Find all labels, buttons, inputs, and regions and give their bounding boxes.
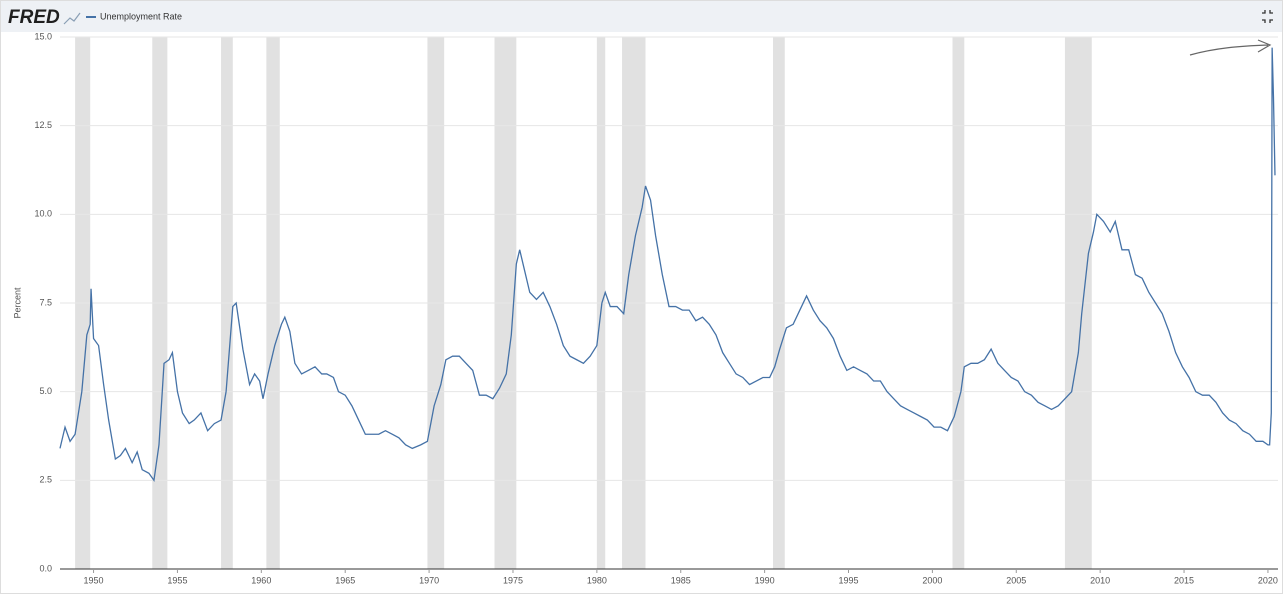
y-tick-label: 7.5 [39,297,52,307]
x-tick-label: 1965 [335,575,355,585]
logo-icon [63,12,81,25]
y-tick-label: 10.0 [34,209,52,219]
x-tick-label: 1950 [84,575,104,585]
x-tick-label: 1980 [587,575,607,585]
fullscreen-icon[interactable] [1262,10,1273,23]
y-tick-label: 5.0 [39,386,52,396]
x-tick-label: 2020 [1258,575,1278,585]
y-tick-label: 0.0 [39,563,52,573]
y-tick-label: 2.5 [39,475,52,485]
fullscreen-glyph[interactable] [1262,10,1273,23]
x-tick-label: 1970 [419,575,439,585]
x-tick-label: 2010 [1090,575,1110,585]
x-tick-label: 1960 [251,575,271,585]
y-axis-label: Percent [12,287,22,319]
plot-area: 0.0 2.5 5.0 7.5 10.0 12.5 15.0 1950 1955 1960 1965… [34,31,1278,585]
handwritten-arrow [1189,39,1272,56]
x-tick-label: 1975 [503,575,523,585]
x-tick-label: 2015 [1174,575,1194,585]
x-tick-label: 2000 [922,575,942,585]
x-tick-label: 1995 [838,575,858,585]
x-tick-label: 2005 [1006,575,1026,585]
y-tick-label: 12.5 [34,120,52,130]
x-tick-label: 1955 [167,575,187,585]
logo: FRED [8,7,60,28]
x-tick-label: 1985 [671,575,691,585]
x-tick-label: 1990 [755,575,775,585]
header-bar [1,1,1282,32]
y-tick-label: 15.0 [34,31,52,41]
legend-label: Unemployment Rate [100,11,182,21]
data-line [59,47,1276,483]
